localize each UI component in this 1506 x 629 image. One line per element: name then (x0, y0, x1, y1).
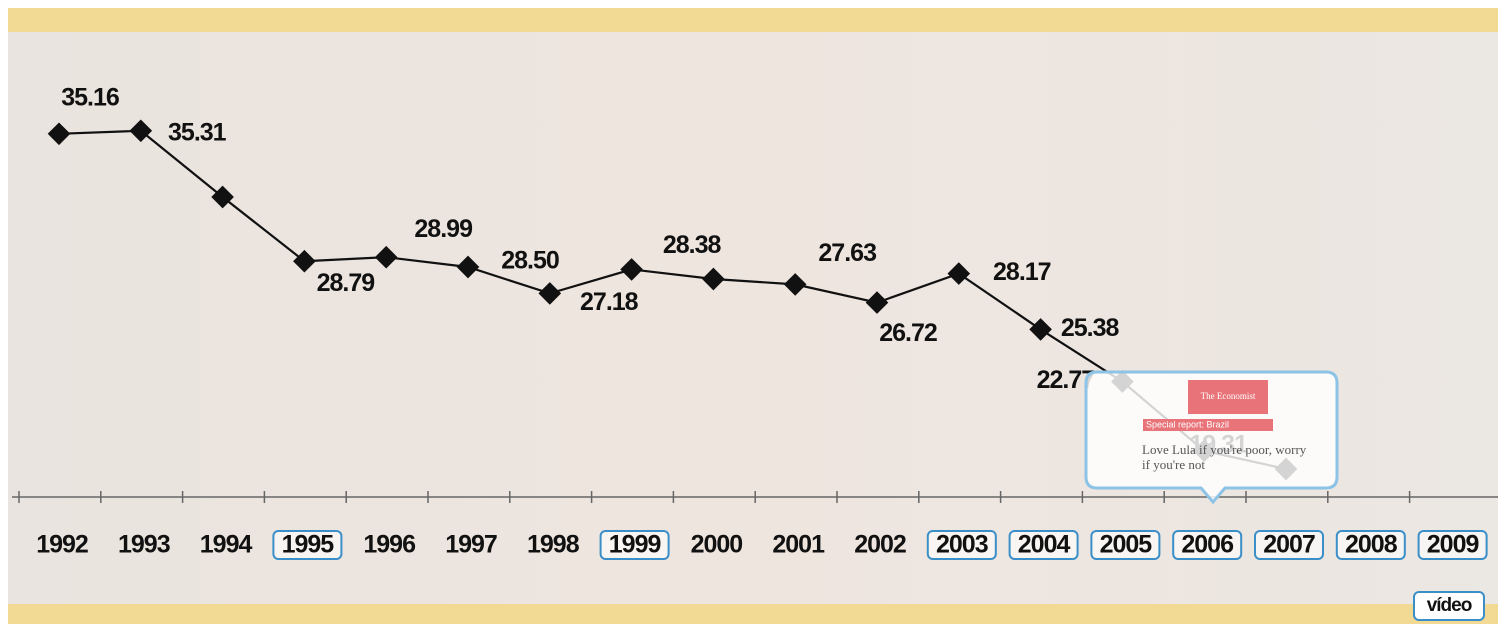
value-label: 28.99 (414, 215, 472, 243)
year-link-frame (599, 530, 670, 560)
year-link-frame (1417, 530, 1488, 560)
data-point (702, 267, 725, 291)
value-label: 35.31 (168, 118, 227, 146)
year-label[interactable]: 2007 (1263, 531, 1316, 559)
value-label: 26.72 (879, 319, 937, 347)
data-point (1029, 318, 1052, 341)
year-link-frame (1254, 530, 1324, 560)
year-link-frame (1090, 530, 1161, 560)
year-label[interactable]: 2004 (1018, 531, 1072, 559)
value-label: 28.17 (993, 258, 1051, 286)
data-point (947, 262, 971, 285)
year-label: 2002 (854, 531, 906, 559)
year-link-frame (926, 530, 997, 560)
top-band (8, 8, 1498, 32)
data-point (456, 255, 480, 279)
year-label[interactable]: 2009 (1427, 531, 1480, 559)
year-label: 1994 (200, 531, 253, 559)
data-point (783, 273, 807, 296)
year-label[interactable]: 1995 (282, 531, 336, 559)
popup-logo (1188, 380, 1268, 414)
video-label[interactable]: vídeo (1427, 595, 1473, 616)
year-label[interactable]: 2006 (1181, 531, 1234, 559)
photo-backdrop (8, 32, 1498, 604)
year-label: 1996 (363, 531, 415, 559)
popup-headline: Love Lula if you're poor, worry if you'r… (1142, 442, 1307, 472)
year-link-frame (1008, 530, 1079, 560)
value-label: 28.79 (317, 269, 375, 297)
popup-section: Special report: Brazil (1146, 419, 1229, 429)
data-point (538, 282, 562, 305)
value-label: 27.63 (818, 239, 876, 267)
year-label[interactable]: 1999 (609, 531, 662, 559)
year-link-frame (1335, 530, 1406, 560)
value-label: 35.16 (61, 83, 119, 111)
year-label: 1998 (527, 531, 580, 559)
year-label: 1997 (445, 531, 497, 559)
year-link-frame (272, 530, 343, 560)
value-label: 28.38 (663, 231, 722, 259)
popup-frame (1084, 370, 1339, 505)
value-label: 25.38 (1061, 314, 1120, 342)
bottom-band (8, 604, 1498, 624)
popup-brand: The Economist (1201, 391, 1256, 401)
video-frame (1413, 591, 1485, 621)
popup-strip (1143, 419, 1273, 431)
data-point (293, 249, 316, 273)
year-label: 1993 (118, 531, 170, 559)
value-label: 28.50 (501, 247, 559, 275)
popup-headline-box: Love Lula if you're poor, worry if you'r… (1142, 442, 1307, 472)
popup[interactable]: The Economist Special report: Brazil Lov… (1084, 370, 1339, 505)
year-link-frame (1172, 530, 1243, 560)
year-label: 2000 (691, 531, 743, 559)
data-point (374, 245, 398, 269)
value-label: 27.18 (580, 288, 639, 316)
video-button[interactable]: vídeo (1413, 591, 1485, 621)
year-label: 1992 (36, 531, 88, 559)
year-label: 2001 (772, 531, 825, 559)
data-point (620, 258, 643, 281)
data-line (58, 129, 1287, 471)
year-label[interactable]: 2008 (1345, 531, 1399, 559)
data-point (865, 291, 889, 314)
year-label[interactable]: 2003 (936, 531, 989, 559)
year-label[interactable]: 2005 (1100, 531, 1154, 559)
